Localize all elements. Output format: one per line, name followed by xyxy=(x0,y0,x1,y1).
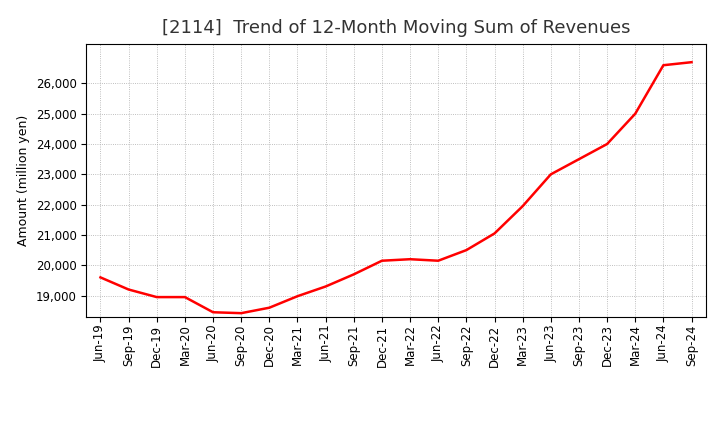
Title: [2114]  Trend of 12-Month Moving Sum of Revenues: [2114] Trend of 12-Month Moving Sum of R… xyxy=(162,19,630,37)
Y-axis label: Amount (million yen): Amount (million yen) xyxy=(17,115,30,246)
